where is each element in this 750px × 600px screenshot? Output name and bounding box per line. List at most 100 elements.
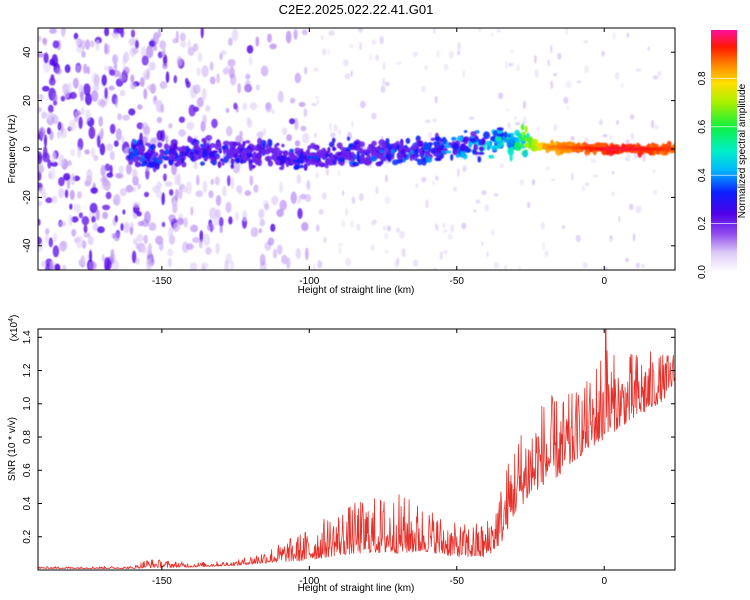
noise-blob bbox=[164, 181, 173, 187]
noise-blob bbox=[382, 61, 386, 70]
ridge-blob bbox=[345, 147, 352, 152]
ridge-blob bbox=[155, 162, 160, 170]
noise-blob bbox=[73, 203, 81, 213]
noise-blob bbox=[52, 245, 60, 258]
ridge-blob bbox=[139, 145, 146, 153]
noise-blob bbox=[557, 52, 562, 60]
noise-blob bbox=[380, 85, 386, 94]
ridge-blob bbox=[488, 154, 495, 159]
noise-blob bbox=[321, 48, 327, 56]
noise-blob bbox=[81, 50, 86, 58]
noise-blob bbox=[544, 250, 549, 257]
noise-blob bbox=[94, 74, 100, 87]
noise-blob bbox=[86, 66, 90, 75]
noise-blob bbox=[146, 258, 152, 270]
noise-blob bbox=[81, 106, 85, 116]
noise-blob bbox=[432, 118, 437, 123]
ridge-blob bbox=[423, 146, 431, 150]
noise-blob bbox=[626, 32, 630, 38]
noise-blob bbox=[439, 251, 444, 261]
noise-blob bbox=[625, 257, 629, 263]
noise-blob bbox=[88, 261, 97, 270]
snr-y-multiplier-close: ) bbox=[9, 315, 20, 318]
snr-y-multiplier-base: (x10 bbox=[9, 321, 20, 341]
y-tick-label: 0 bbox=[22, 146, 33, 152]
noise-blob bbox=[615, 72, 619, 80]
colorbar-tick-label: 0.0 bbox=[697, 265, 708, 279]
noise-blob bbox=[210, 178, 215, 185]
y-tick-label: 1.0 bbox=[22, 396, 33, 410]
noise-blob bbox=[71, 229, 77, 237]
noise-blob bbox=[120, 28, 125, 38]
ridge-blob bbox=[312, 146, 319, 150]
ridge-blob bbox=[463, 130, 468, 133]
noise-blob bbox=[384, 250, 389, 254]
ridge-blob bbox=[219, 158, 224, 162]
ridge-blob bbox=[507, 134, 511, 138]
noise-blob bbox=[227, 175, 231, 187]
noise-blob bbox=[219, 225, 223, 234]
noise-blob bbox=[342, 190, 345, 196]
noise-blob bbox=[146, 68, 150, 80]
ridge-blob bbox=[328, 141, 335, 148]
noise-blob bbox=[134, 39, 139, 49]
noise-blob bbox=[301, 132, 310, 144]
noise-blob bbox=[641, 263, 645, 269]
ridge-blob bbox=[332, 147, 337, 151]
noise-blob bbox=[401, 248, 406, 258]
y-tick-label: 0.2 bbox=[22, 529, 33, 543]
noise-blob bbox=[276, 208, 284, 218]
noise-blob bbox=[104, 42, 108, 55]
noise-blob bbox=[395, 61, 402, 65]
noise-blob bbox=[635, 262, 641, 269]
noise-blob bbox=[294, 72, 302, 84]
noise-blob bbox=[137, 183, 142, 190]
ridge-blob bbox=[229, 141, 233, 149]
ridge-blob bbox=[244, 149, 252, 154]
noise-blob bbox=[499, 163, 504, 169]
ridge-blob bbox=[301, 155, 308, 161]
noise-blob bbox=[165, 71, 170, 84]
noise-blob bbox=[635, 68, 642, 72]
snr-y-multiplier-exp: 4 bbox=[8, 318, 15, 322]
noise-blob bbox=[629, 203, 634, 210]
ridge-blob bbox=[261, 149, 265, 154]
ridge-blob bbox=[245, 157, 252, 162]
ridge-blob bbox=[415, 135, 421, 142]
ridge-blob bbox=[289, 148, 294, 153]
ridge-blob bbox=[486, 145, 491, 151]
noise-blob bbox=[651, 119, 655, 129]
noise-blob bbox=[193, 84, 201, 94]
noise-blob bbox=[44, 232, 49, 244]
noise-blob bbox=[375, 186, 379, 195]
noise-blob bbox=[434, 95, 438, 104]
noise-blob bbox=[238, 186, 242, 196]
noise-blob bbox=[112, 54, 119, 64]
noise-blob bbox=[180, 40, 187, 48]
ridge-blob bbox=[200, 161, 205, 166]
noise-blob bbox=[356, 223, 361, 232]
noise-blob bbox=[277, 90, 284, 103]
noise-blob bbox=[360, 100, 366, 109]
noise-blob bbox=[128, 38, 136, 47]
noise-blob bbox=[104, 28, 110, 37]
noise-blob bbox=[105, 258, 112, 270]
ridge-blob bbox=[444, 150, 452, 154]
noise-blob bbox=[632, 233, 636, 242]
noise-blob bbox=[387, 225, 391, 232]
noise-blob bbox=[449, 50, 454, 59]
noise-blob bbox=[303, 108, 308, 118]
noise-blob bbox=[153, 95, 158, 102]
noise-blob bbox=[258, 208, 265, 219]
noise-blob bbox=[551, 178, 556, 182]
noise-blob bbox=[97, 135, 101, 148]
noise-blob bbox=[298, 102, 306, 107]
ridge-blob bbox=[306, 155, 313, 160]
noise-blob bbox=[337, 129, 342, 135]
noise-blob bbox=[537, 125, 540, 134]
noise-blob bbox=[214, 176, 220, 186]
ridge-blob bbox=[434, 136, 441, 142]
noise-blob bbox=[351, 196, 356, 204]
noise-blob bbox=[481, 190, 487, 196]
noise-blob bbox=[652, 75, 659, 80]
